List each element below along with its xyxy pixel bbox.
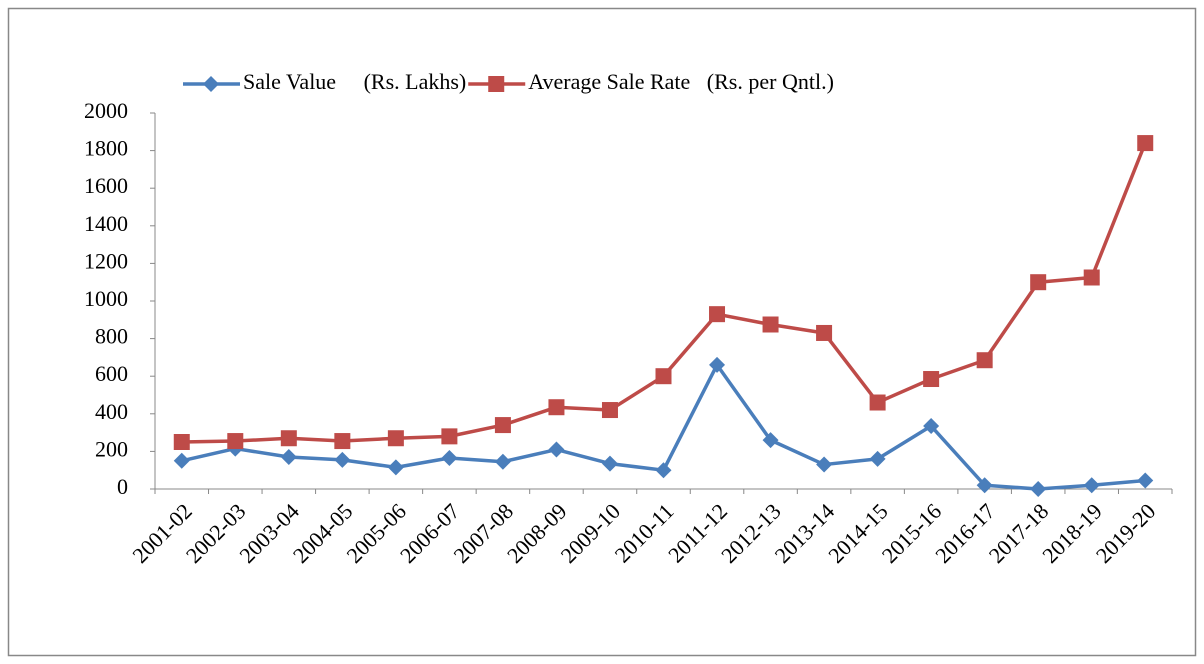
y-tick-label: 1400 [84, 211, 128, 236]
y-tick-label: 200 [95, 436, 128, 461]
data-point [976, 477, 993, 494]
data-point [173, 452, 190, 469]
data-point [869, 394, 886, 411]
data-point [280, 430, 297, 447]
y-tick-label: 1600 [84, 173, 128, 198]
data-point [816, 456, 833, 473]
legend-label: Average Sale Rate (Rs. per Qntl.) [528, 69, 834, 94]
data-point [441, 449, 458, 466]
data-point [280, 449, 297, 466]
y-tick-label: 1200 [84, 248, 128, 273]
y-tick-label: 800 [95, 324, 128, 349]
data-point [601, 455, 618, 472]
data-point [655, 462, 672, 479]
y-tick-label: 2000 [84, 98, 128, 123]
data-point [976, 352, 993, 369]
data-point [869, 450, 886, 467]
data-point [173, 434, 190, 450]
chart-border [7, 7, 1197, 657]
y-tick-label: 400 [95, 399, 128, 424]
data-point [1137, 472, 1154, 489]
data-point [548, 399, 565, 416]
data-point [762, 432, 779, 449]
y-tick-label: 1800 [84, 136, 128, 161]
data-point [1137, 135, 1154, 152]
data-point [655, 368, 672, 385]
data-point [334, 433, 351, 450]
data-point [1083, 477, 1100, 494]
data-point [441, 428, 458, 445]
legend-label: Sale Value (Rs. Lakhs) [243, 69, 466, 94]
data-point [387, 430, 404, 447]
data-point [227, 433, 244, 450]
data-point [494, 453, 511, 470]
data-point [923, 418, 940, 435]
data-point [548, 441, 565, 458]
data-point [1083, 269, 1100, 286]
data-point [709, 356, 726, 373]
data-point [816, 324, 833, 341]
data-point [1030, 274, 1047, 291]
data-point [709, 306, 726, 323]
y-tick-label: 0 [117, 474, 128, 499]
legend-marker [488, 76, 505, 92]
data-point [762, 316, 779, 333]
legend-marker [203, 76, 219, 92]
data-point [334, 451, 351, 468]
data-point [494, 417, 511, 434]
data-point [923, 371, 940, 388]
data-point [387, 459, 404, 476]
data-point [601, 402, 618, 419]
y-tick-label: 1000 [84, 286, 128, 311]
data-point [1030, 481, 1047, 497]
y-tick-label: 600 [95, 361, 128, 386]
